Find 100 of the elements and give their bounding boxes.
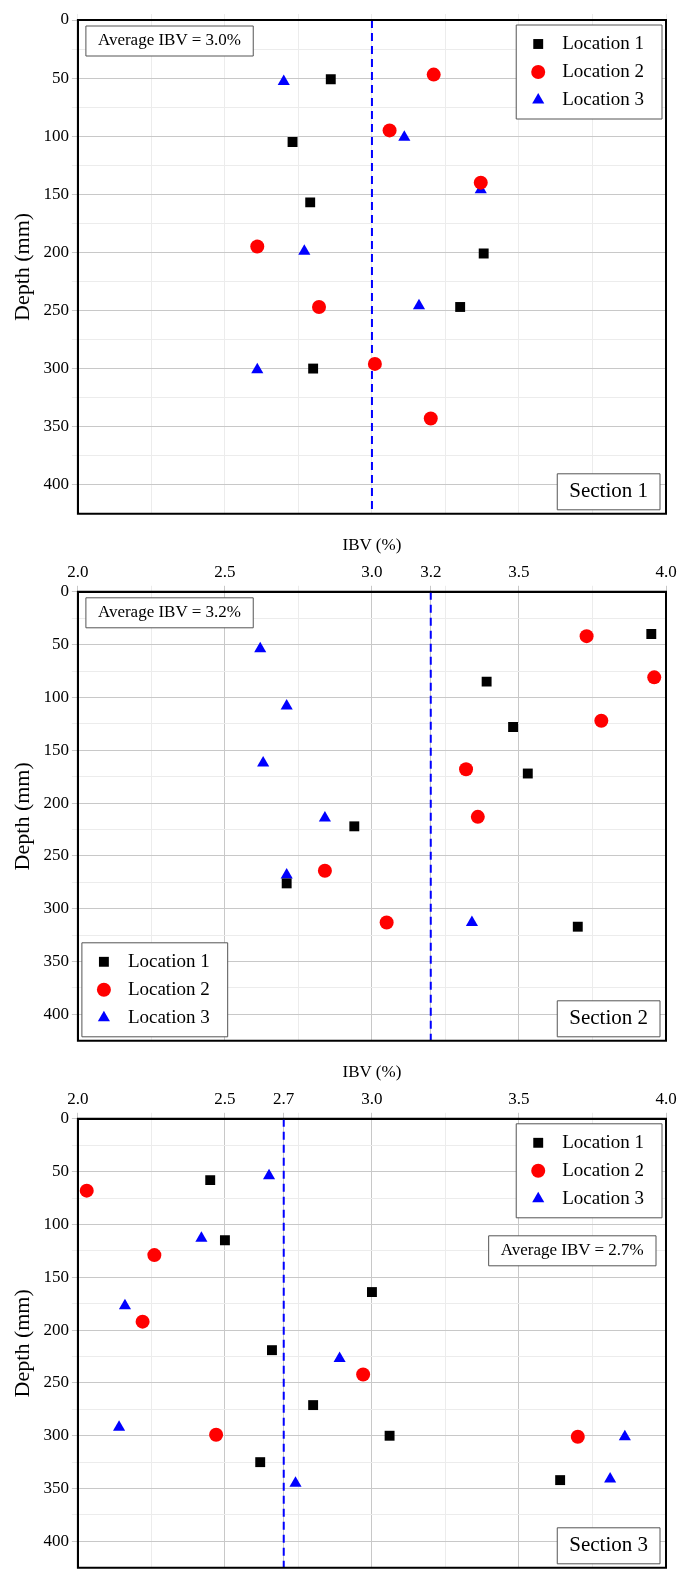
point [618, 1429, 631, 1441]
x-axis-title: IBV (%) [342, 1061, 402, 1081]
point [459, 762, 474, 777]
y-tick-label: 50 [51, 1161, 69, 1181]
point [333, 1351, 346, 1363]
x-axis-title: IBV (%) [342, 534, 402, 554]
point [384, 1430, 395, 1441]
point [570, 1429, 585, 1444]
point [349, 821, 360, 832]
x-tick-label: 4.0 [655, 562, 677, 582]
y-tick-label: 150 [43, 739, 69, 759]
y-tick-label: 150 [43, 1266, 69, 1286]
y-axis-title: Depth (mm) [8, 212, 34, 321]
y-tick-label: 50 [51, 67, 69, 87]
y-tick-label: 350 [43, 951, 69, 971]
point [277, 74, 290, 86]
point [594, 713, 609, 728]
point [255, 1457, 266, 1468]
point [470, 809, 485, 824]
legend-label: Location 1 [127, 949, 210, 971]
point [508, 722, 519, 732]
y-tick-label: 350 [43, 416, 69, 436]
annotation: Section 1 [569, 478, 649, 503]
y-tick-label: 300 [43, 358, 69, 378]
y-tick-label: 150 [43, 183, 69, 203]
y-tick-label: 250 [43, 845, 69, 865]
point [147, 1248, 162, 1263]
x-tick-label: 3.0 [361, 1089, 383, 1109]
point [646, 629, 657, 640]
point [455, 302, 466, 312]
legend-label: Location 2 [127, 977, 210, 999]
legend-label: Location 3 [562, 1186, 644, 1208]
point [209, 1427, 224, 1442]
point [423, 411, 438, 426]
point [481, 676, 492, 687]
point [412, 298, 426, 310]
x-tick-label: 2.0 [67, 562, 89, 582]
y-axis-title: Depth (mm) [8, 1289, 34, 1398]
point [572, 921, 583, 932]
point [382, 123, 397, 138]
point [254, 641, 267, 653]
point [298, 244, 311, 255]
legend-label: Location 3 [127, 1005, 210, 1027]
point [478, 248, 489, 259]
point [280, 867, 293, 879]
point [308, 363, 319, 374]
point [280, 698, 293, 710]
point [426, 67, 441, 82]
point [305, 197, 316, 208]
y-tick-label: 0 [60, 581, 69, 601]
point [281, 878, 292, 889]
y-tick-label: 300 [43, 1425, 69, 1445]
y-tick-label: 400 [43, 474, 69, 494]
y-tick-label: 200 [43, 241, 69, 261]
x-tick-label: 3.2 [420, 562, 442, 582]
y-tick-label: 350 [43, 1478, 69, 1498]
point [379, 915, 394, 930]
x-tick-label: 2.7 [273, 1089, 295, 1109]
legend-label: Location 1 [562, 31, 644, 53]
point [262, 1168, 276, 1180]
point [647, 670, 662, 685]
point [522, 768, 533, 779]
y-tick-label: 250 [43, 1372, 69, 1392]
point [267, 1345, 277, 1356]
annotation: Section 2 [569, 1005, 649, 1030]
annotation: Section 3 [569, 1532, 649, 1557]
x-tick-label: 2.5 [214, 562, 236, 582]
point [308, 1400, 319, 1411]
point [318, 810, 331, 822]
legend-label: Location 2 [562, 59, 644, 81]
point [317, 863, 332, 878]
point [555, 1475, 566, 1486]
point [205, 1175, 216, 1186]
point [604, 1472, 617, 1483]
x-tick-label: 3.5 [508, 562, 530, 582]
y-tick-label: 200 [43, 1319, 69, 1339]
y-tick-label: 400 [43, 1003, 69, 1023]
y-tick-label: 250 [43, 299, 69, 319]
x-tick-label: 3.5 [508, 1089, 530, 1109]
point [251, 362, 264, 374]
y-tick-label: 0 [60, 1108, 69, 1128]
point [113, 1420, 126, 1431]
legend-label: Location 2 [562, 1158, 644, 1180]
point [219, 1235, 230, 1246]
annotation: Average IBV = 2.7% [500, 1240, 644, 1260]
annotation: Average IBV = 3.2% [97, 602, 241, 622]
point [579, 629, 594, 644]
annotation: Average IBV = 3.0% [97, 30, 241, 50]
y-tick-label: 200 [43, 792, 69, 812]
point [287, 137, 298, 147]
point [473, 175, 488, 190]
y-tick-label: 100 [43, 686, 69, 706]
y-tick-label: 0 [60, 9, 69, 29]
y-tick-label: 300 [43, 898, 69, 918]
y-tick-label: 400 [43, 1530, 69, 1550]
point [367, 1287, 377, 1298]
y-tick-label: 100 [43, 1213, 69, 1233]
x-tick-label: 3.0 [361, 562, 383, 582]
legend-label: Location 3 [562, 87, 644, 109]
point [465, 915, 478, 926]
